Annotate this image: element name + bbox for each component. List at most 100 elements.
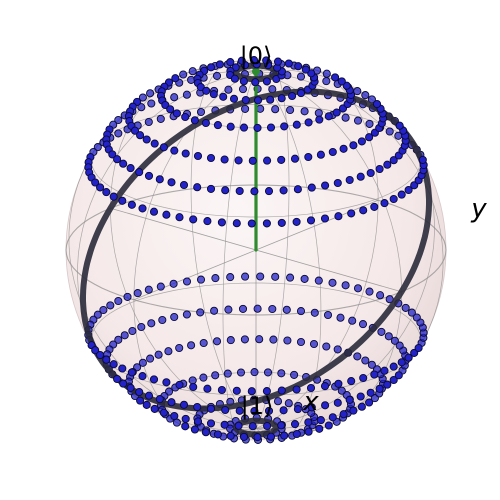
sample-point	[175, 213, 184, 222]
sample-point	[314, 108, 323, 118]
sample-point	[320, 214, 330, 223]
sample-point	[414, 343, 423, 353]
sample-point	[304, 152, 313, 162]
sample-point	[380, 366, 389, 375]
sample-point	[172, 109, 181, 118]
sample-point	[336, 313, 345, 322]
sample-point	[128, 326, 137, 336]
sample-point	[395, 121, 404, 130]
sample-point	[106, 301, 115, 310]
sample-point	[334, 212, 343, 221]
sample-point	[189, 382, 198, 392]
sample-point	[190, 116, 199, 125]
sample-point	[389, 156, 398, 165]
sample-point	[263, 368, 273, 377]
sample-point	[293, 405, 302, 414]
sample-point	[150, 404, 159, 413]
sample-point	[339, 144, 348, 153]
sample-point	[144, 117, 153, 127]
sample-point	[150, 139, 159, 148]
sample-point	[357, 402, 366, 411]
sample-point	[356, 172, 365, 181]
sample-point	[179, 180, 189, 190]
sample-point	[341, 281, 350, 290]
sample-point	[96, 350, 105, 360]
sample-point	[196, 83, 205, 92]
sample-point	[365, 133, 374, 142]
sample-point	[266, 95, 275, 104]
sample-point	[137, 103, 146, 112]
sample-point	[256, 272, 265, 281]
sample-point	[236, 368, 246, 377]
sample-point	[321, 181, 330, 190]
sample-point	[341, 113, 350, 122]
sample-point	[359, 373, 368, 383]
sample-point	[118, 364, 127, 373]
sample-point	[264, 406, 274, 415]
sample-point	[314, 276, 323, 285]
sample-point	[293, 185, 302, 194]
sample-point	[286, 105, 295, 115]
sample-point	[328, 278, 337, 287]
sample-point	[290, 370, 299, 379]
sample-point	[158, 315, 167, 325]
sample-point	[181, 414, 190, 423]
sample-point	[316, 416, 325, 425]
sample-point	[296, 72, 306, 81]
sample-point	[262, 77, 271, 86]
sample-point	[323, 310, 333, 320]
sample-point	[277, 386, 286, 395]
sample-point	[241, 104, 250, 113]
sample-point	[238, 85, 248, 94]
sample-point	[162, 210, 171, 219]
sample-point	[365, 287, 374, 296]
sample-point	[239, 123, 249, 132]
sample-point	[358, 320, 368, 329]
sample-point	[292, 385, 301, 394]
sample-point	[301, 65, 310, 74]
sample-point	[144, 285, 153, 294]
sample-point	[171, 74, 180, 83]
sample-point	[93, 310, 102, 319]
sample-point	[126, 383, 135, 392]
sample-point	[135, 168, 144, 177]
sample-point	[410, 181, 419, 190]
sample-point	[315, 424, 324, 433]
sample-point	[361, 91, 370, 100]
sample-point	[306, 383, 316, 393]
sample-point	[273, 57, 283, 66]
sample-point	[156, 282, 165, 291]
sample-point	[337, 77, 346, 86]
sample-point	[407, 308, 416, 317]
sample-point	[248, 156, 257, 165]
sample-point	[356, 392, 365, 401]
sample-point	[238, 304, 248, 313]
sample-point	[366, 388, 375, 397]
sample-point	[365, 119, 374, 128]
sample-point	[136, 131, 145, 140]
sample-point	[109, 192, 118, 201]
sample-point	[211, 274, 220, 283]
sample-point	[361, 356, 370, 365]
sample-point	[123, 292, 132, 301]
sample-point	[210, 306, 219, 315]
sample-point	[201, 428, 210, 437]
sample-point	[262, 219, 271, 228]
sample-point	[234, 156, 243, 165]
sample-point	[240, 335, 249, 344]
sample-point	[292, 217, 301, 226]
sample-point	[142, 135, 151, 144]
sample-point	[179, 70, 188, 79]
sample-point	[235, 186, 244, 196]
sample-point	[418, 155, 427, 164]
sample-point	[144, 171, 154, 180]
sample-point	[389, 362, 398, 371]
sample-point	[182, 277, 192, 286]
sample-point	[380, 199, 389, 208]
sample-point	[253, 96, 263, 105]
sample-point	[181, 149, 190, 158]
sample-point	[345, 175, 354, 185]
sample-point	[277, 369, 286, 378]
sample-point	[322, 77, 331, 86]
sample-point	[212, 71, 222, 80]
